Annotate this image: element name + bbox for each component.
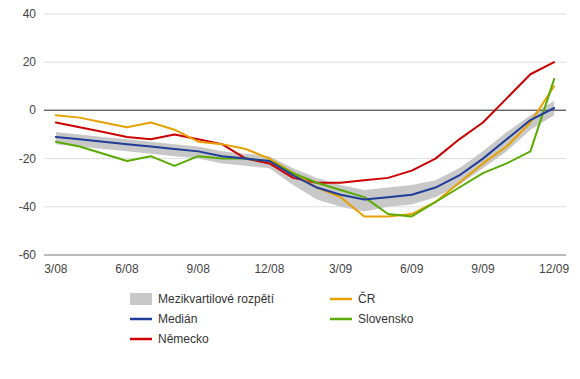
line bbox=[56, 108, 554, 200]
x-tick-label: 3/08 bbox=[44, 262, 68, 276]
zero-line bbox=[44, 110, 566, 111]
grid-line bbox=[44, 255, 566, 256]
line bbox=[56, 62, 554, 183]
grid bbox=[44, 14, 566, 255]
x-tick-label: 9/08 bbox=[187, 262, 211, 276]
zero-line bbox=[44, 110, 566, 111]
x-tick-label: 9/09 bbox=[471, 262, 495, 276]
legend-swatch bbox=[330, 318, 352, 321]
legend-swatch bbox=[130, 318, 152, 321]
y-tick-label: -20 bbox=[19, 152, 37, 166]
y-tick-label: 0 bbox=[29, 103, 36, 117]
grid-line bbox=[44, 62, 566, 63]
grid-line bbox=[44, 206, 566, 207]
y-tick-label: -60 bbox=[19, 248, 37, 262]
x-tick-label: 12/08 bbox=[254, 262, 284, 276]
x-tick-label: 3/09 bbox=[329, 262, 353, 276]
y-tick-label: 20 bbox=[23, 55, 37, 69]
legend: Mezikvartilové rozpětí Medián Německo ČR Slo… bbox=[130, 291, 414, 346]
line bbox=[56, 79, 554, 216]
legend-swatch bbox=[130, 293, 152, 305]
x-tick-label: 6/08 bbox=[115, 262, 139, 276]
y-tick-label: -40 bbox=[19, 200, 37, 214]
legend-label: Mezikvartilové rozpětí bbox=[158, 292, 275, 306]
legend-label: Medián bbox=[158, 312, 197, 326]
plot-area bbox=[44, 62, 566, 216]
line bbox=[56, 86, 554, 216]
grid-line bbox=[44, 14, 566, 15]
x-tick-label: 12/09 bbox=[539, 262, 569, 276]
x-axis bbox=[44, 255, 566, 256]
chart: -60 -40 -20 0 20 40 3/08 6/08 9/08 12/08 3/09 6/09 9… bbox=[0, 0, 580, 379]
legend-label: Slovensko bbox=[358, 312, 414, 326]
legend-swatch bbox=[130, 338, 152, 341]
y-tick-label: 40 bbox=[23, 7, 37, 21]
legend-label: ČR bbox=[358, 291, 376, 306]
band bbox=[56, 101, 554, 212]
legend-label: Německo bbox=[158, 332, 209, 346]
x-tick-label: 6/09 bbox=[400, 262, 424, 276]
legend-swatch bbox=[330, 298, 352, 301]
